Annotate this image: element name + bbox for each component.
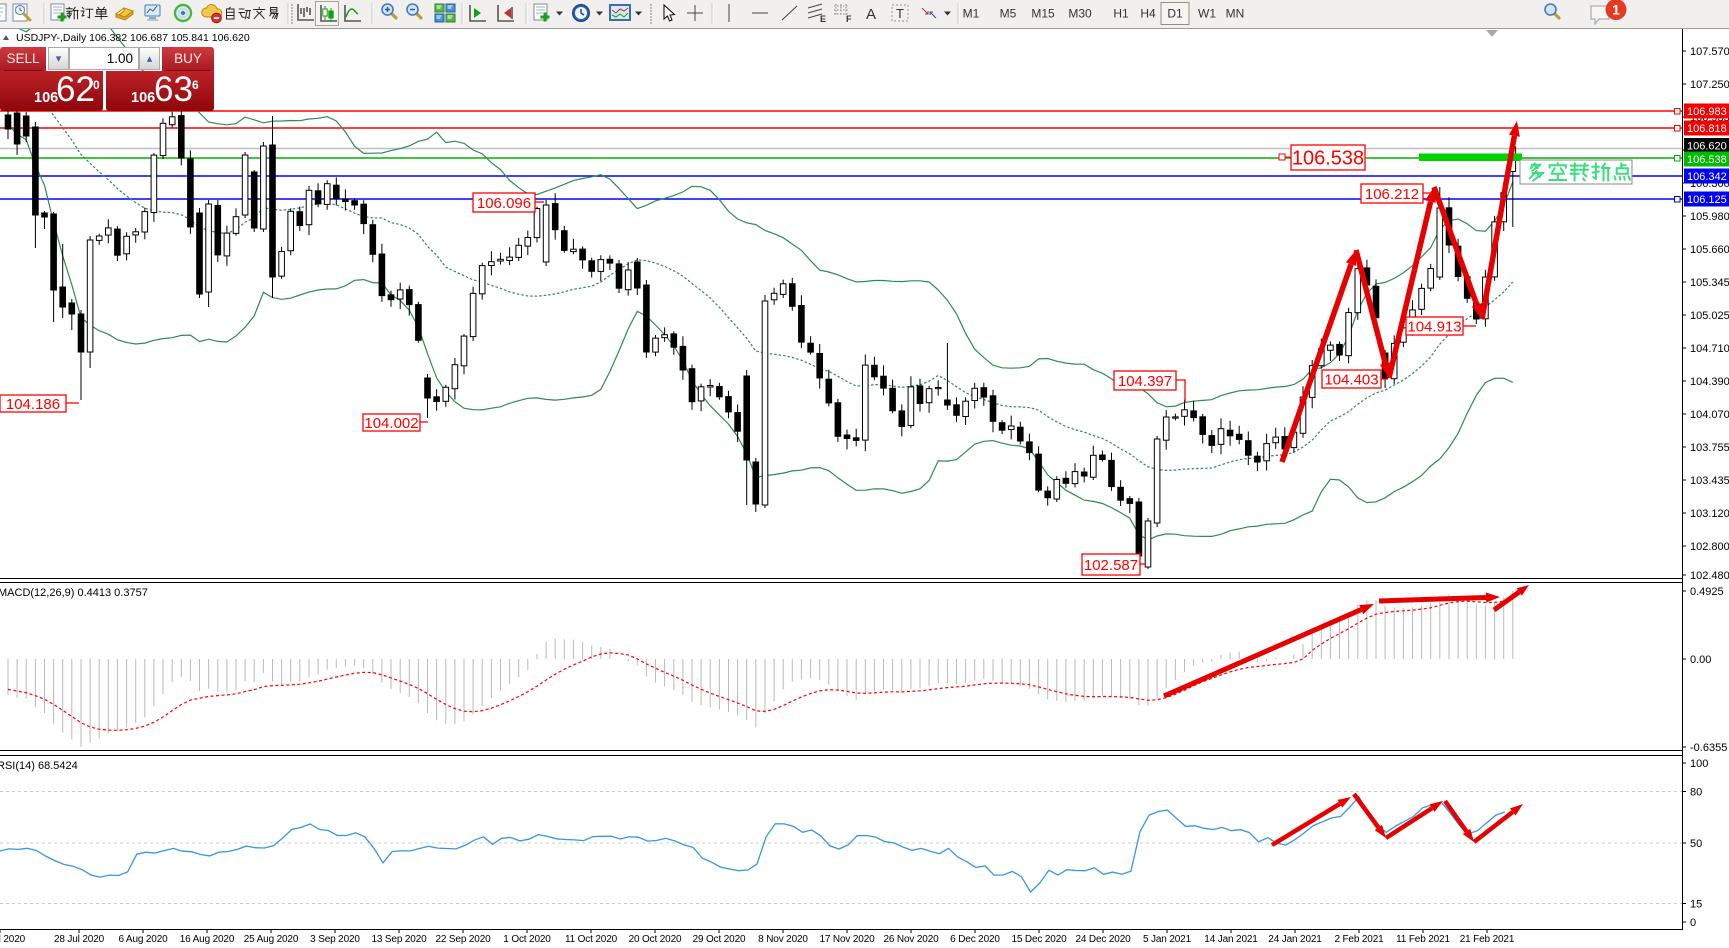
svg-text:104.913: 104.913 [1407, 318, 1461, 335]
svg-text:104.397: 104.397 [1118, 373, 1172, 390]
svg-text:H4: H4 [1140, 7, 1156, 21]
svg-text:RSI(14) 68.5424: RSI(14) 68.5424 [0, 760, 78, 772]
svg-text:8 Nov 2020: 8 Nov 2020 [758, 934, 808, 945]
svg-text:106.538: 106.538 [1687, 154, 1727, 166]
svg-text:13 Sep 2020: 13 Sep 2020 [371, 934, 427, 945]
svg-text:H1: H1 [1113, 7, 1129, 21]
svg-text:106.096: 106.096 [477, 195, 531, 212]
svg-text:M15: M15 [1031, 7, 1055, 21]
svg-text:21 Feb 2021: 21 Feb 2021 [1460, 934, 1515, 945]
svg-text:106.538: 106.538 [1292, 148, 1364, 170]
svg-text:0.00: 0.00 [1690, 654, 1711, 666]
svg-text:100: 100 [1690, 758, 1708, 770]
svg-text:102.587: 102.587 [1084, 557, 1138, 574]
svg-text:103.120: 103.120 [1690, 508, 1729, 520]
svg-text:104.070: 104.070 [1690, 409, 1729, 421]
svg-text:104.002: 104.002 [364, 415, 418, 432]
svg-text:26 Nov 2020: 26 Nov 2020 [883, 934, 939, 945]
svg-text:106.983: 106.983 [1687, 106, 1727, 118]
svg-text:104.403: 104.403 [1324, 371, 1378, 388]
svg-text:MACD(12,26,9) 0.4413 0.3757: MACD(12,26,9) 0.4413 0.3757 [0, 587, 148, 599]
svg-text:M30: M30 [1068, 7, 1092, 21]
svg-text:20 Jul 2020: 20 Jul 2020 [0, 934, 26, 945]
svg-text:105.660: 105.660 [1690, 244, 1729, 256]
svg-text:102.800: 102.800 [1690, 541, 1729, 553]
svg-text:11 Oct 2020: 11 Oct 2020 [565, 934, 618, 945]
svg-text:103.435: 103.435 [1690, 475, 1729, 487]
svg-text:24 Dec 2020: 24 Dec 2020 [1075, 934, 1131, 945]
svg-text:105.980: 105.980 [1690, 211, 1729, 223]
svg-text:20 Oct 2020: 20 Oct 2020 [629, 934, 682, 945]
svg-text:6 Aug 2020: 6 Aug 2020 [118, 934, 168, 945]
svg-text:103.755: 103.755 [1690, 442, 1729, 454]
svg-text:25 Aug 2020: 25 Aug 2020 [244, 934, 299, 945]
svg-text:3 Sep 2020: 3 Sep 2020 [310, 934, 360, 945]
svg-text:USDJPY-,Daily 106.382 106.687: USDJPY-,Daily 106.382 106.687 105.841 10… [16, 32, 250, 44]
svg-text:107.570: 107.570 [1690, 46, 1729, 58]
svg-text:1 Oct 2020: 1 Oct 2020 [503, 934, 551, 945]
svg-text:W1: W1 [1198, 7, 1216, 21]
svg-text:24 Jan 2021: 24 Jan 2021 [1268, 934, 1322, 945]
svg-text:104.186: 104.186 [6, 396, 60, 413]
svg-text:104.390: 104.390 [1690, 376, 1729, 388]
svg-text:0: 0 [1690, 917, 1696, 929]
svg-text:106.818: 106.818 [1687, 123, 1727, 135]
svg-text:6 Dec 2020: 6 Dec 2020 [950, 934, 1000, 945]
svg-text:1: 1 [1612, 2, 1620, 18]
svg-text:-0.6355: -0.6355 [1690, 742, 1727, 754]
svg-text:50: 50 [1690, 838, 1702, 850]
svg-text:80: 80 [1690, 787, 1702, 799]
svg-text:5 Jan 2021: 5 Jan 2021 [1143, 934, 1192, 945]
svg-text:M1: M1 [963, 7, 980, 21]
svg-text:29 Oct 2020: 29 Oct 2020 [693, 934, 746, 945]
svg-text:F: F [846, 14, 852, 24]
svg-text:11 Feb 2021: 11 Feb 2021 [1396, 934, 1450, 945]
svg-text:22 Sep 2020: 22 Sep 2020 [435, 934, 491, 945]
svg-text:105.345: 105.345 [1690, 277, 1729, 289]
svg-text:14 Jan 2021: 14 Jan 2021 [1204, 934, 1258, 945]
svg-text:107.250: 107.250 [1690, 79, 1729, 91]
svg-text:17 Nov 2020: 17 Nov 2020 [819, 934, 875, 945]
svg-text:A: A [866, 6, 876, 23]
svg-text:105.025: 105.025 [1690, 310, 1729, 322]
svg-text:E: E [820, 14, 826, 24]
svg-text:104.710: 104.710 [1690, 343, 1729, 355]
svg-text:M5: M5 [1000, 7, 1017, 21]
svg-text:106.125: 106.125 [1687, 194, 1727, 206]
svg-text:15 Dec 2020: 15 Dec 2020 [1011, 934, 1067, 945]
svg-text:106.212: 106.212 [1365, 186, 1419, 203]
svg-text:D1: D1 [1167, 7, 1183, 21]
svg-text:102.480: 102.480 [1690, 570, 1729, 582]
svg-text:MN: MN [1226, 7, 1245, 21]
svg-text:T: T [896, 6, 904, 21]
svg-text:15: 15 [1690, 899, 1702, 911]
svg-text:106.342: 106.342 [1687, 171, 1727, 183]
svg-text:2 Feb 2021: 2 Feb 2021 [1334, 934, 1384, 945]
svg-text:0.4925: 0.4925 [1690, 586, 1724, 598]
svg-text:28 Jul 2020: 28 Jul 2020 [54, 934, 105, 945]
svg-text:16 Aug 2020: 16 Aug 2020 [180, 934, 235, 945]
svg-text:106.620: 106.620 [1687, 141, 1727, 153]
